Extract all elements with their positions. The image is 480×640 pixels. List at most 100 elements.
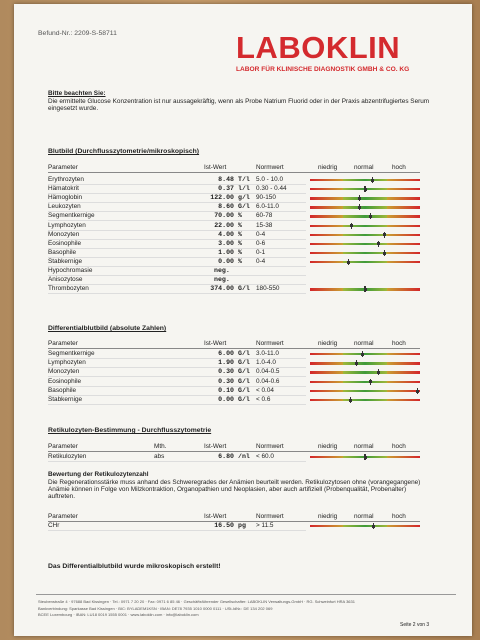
gauge-high [387, 251, 420, 255]
header-rule [48, 451, 420, 452]
gauge-low [310, 380, 343, 383]
column-header: niedrig [318, 340, 338, 347]
value: 0.00 [218, 396, 234, 403]
norm: 60-78 [256, 212, 273, 220]
page-number: Seite 2 von 3 [400, 622, 430, 628]
parameter: Basophile [48, 386, 77, 394]
gauge-marker-dot [383, 233, 387, 237]
value: 1.00 [218, 248, 234, 256]
row-rule [48, 247, 306, 249]
unit: G/l [238, 285, 250, 293]
gauge-marker-dot [369, 215, 372, 219]
value: 4.00 [218, 230, 234, 238]
norm: 90-150 [256, 194, 276, 202]
value: 6.00 [218, 350, 234, 357]
column-header: Ist-Wert [204, 513, 227, 520]
notice-title: Bitte beachten Sie: [48, 90, 106, 97]
column-header: hoch [392, 443, 406, 450]
row-rule [48, 461, 306, 462]
gauge-marker-dot [350, 224, 354, 228]
column-header: normal [354, 513, 374, 520]
norm: 15-38 [256, 221, 273, 229]
column-header: Ist-Wert [204, 340, 227, 347]
column-header: niedrig [318, 164, 338, 171]
column-header: Parameter [48, 443, 78, 450]
unit: T/l [238, 176, 250, 183]
value: 6.80 [218, 453, 234, 460]
unit: l/l [238, 185, 250, 193]
column-header: normal [354, 164, 374, 171]
gauge-low [310, 197, 343, 200]
row-rule [48, 293, 306, 295]
gauge-normal [343, 224, 387, 227]
parameter: Lymphozyten [48, 359, 86, 367]
gauge-normal [343, 380, 387, 383]
gauge-marker-dot [416, 389, 420, 393]
parameter: Segmentkernige [48, 212, 95, 220]
footer-rule [36, 594, 456, 595]
column-header: normal [354, 340, 374, 347]
parameter: Hypochromasie [48, 267, 93, 274]
gauge-high [387, 206, 420, 209]
value: 0.10 [218, 386, 234, 394]
notice-text: Die ermittelte Glucose Konzentration ist… [48, 98, 430, 112]
gauge-high [387, 456, 420, 459]
gauge-normal [343, 353, 387, 356]
norm: < 60.0 [256, 453, 274, 460]
gauge-normal [343, 197, 387, 200]
gauge-high [387, 242, 420, 246]
gauge-high [387, 224, 420, 227]
parameter: CHr [48, 522, 60, 529]
paper: Befund-Nr.: 2209-S-58711 LABOKLIN LABOR … [14, 4, 472, 636]
footer-line: Steubenstraße 4 · 97688 Bad Kissingen · … [38, 599, 355, 604]
unit: G/l [238, 368, 250, 376]
row-rule [48, 265, 306, 267]
gauge-low [310, 251, 343, 255]
row-rule [48, 211, 306, 213]
column-header: Parameter [48, 340, 78, 347]
parameter: Thrombozyten [48, 285, 89, 293]
gauge-low [310, 399, 343, 402]
unit: % [238, 257, 242, 265]
parameter: Hämatokrit [48, 185, 79, 193]
row-rule [48, 367, 306, 369]
norm: 0.30 - 0.44 [256, 185, 287, 193]
parameter: Erythrozyten [48, 176, 84, 183]
parameter: Anisozytose [48, 276, 83, 284]
logo-subtitle: LABOR FÜR KLINISCHE DIAGNOSTIK GMBH & CO… [236, 66, 410, 73]
gauge-marker-dot [376, 371, 380, 375]
gauge-normal [343, 371, 387, 374]
row-rule [48, 202, 306, 204]
column-header: hoch [392, 513, 406, 520]
parameter: Stabkernige [48, 396, 83, 403]
norm: 5.0 - 10.0 [256, 176, 284, 183]
gauge-low [310, 260, 343, 264]
gauge-high [387, 188, 420, 191]
gauge-high [387, 380, 420, 383]
gauge-marker-dot [371, 178, 375, 182]
gauge-high [387, 371, 420, 374]
row-rule [48, 184, 306, 185]
unit: G/l [238, 396, 250, 403]
norm: > 11.5 [256, 522, 274, 529]
column-header: Normwert [256, 513, 284, 520]
unit: % [238, 248, 242, 256]
value: neg. [214, 276, 230, 284]
gauge-marker-dot [363, 455, 367, 459]
gauge-normal [343, 233, 387, 236]
norm: 3.0-11.0 [256, 350, 279, 357]
unit: % [238, 212, 242, 220]
norm: 6.0-11.0 [256, 203, 279, 211]
gauge-low [310, 288, 343, 291]
gauge-marker-dot [358, 206, 361, 209]
gauge-normal [343, 206, 387, 209]
gauge-normal [343, 242, 387, 246]
header-rule [48, 172, 420, 173]
column-header: niedrig [318, 443, 338, 450]
gauge-normal [343, 215, 387, 218]
final-note: Das Differentialblutbild wurde mikroskop… [48, 563, 221, 570]
gauge-normal [343, 260, 387, 264]
unit: G/l [238, 377, 250, 385]
parameter: Lymphozyten [48, 221, 86, 229]
column-header: Parameter [48, 164, 78, 171]
